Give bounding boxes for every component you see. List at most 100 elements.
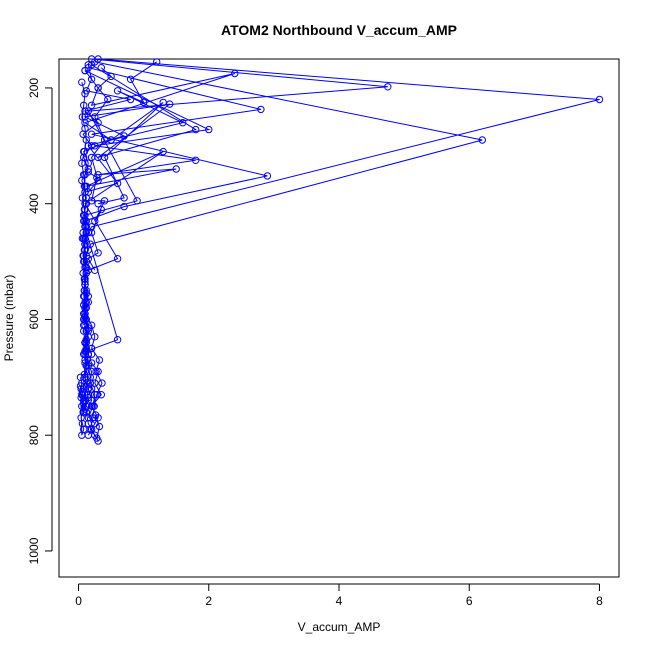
- data-point: [86, 425, 95, 434]
- data-point: [91, 333, 99, 341]
- y-tick-label: 1000: [27, 537, 41, 564]
- data-point: [97, 64, 106, 72]
- data-point: [81, 240, 89, 248]
- data-point: [81, 278, 89, 286]
- data-point: [595, 95, 604, 104]
- data-point: [78, 78, 86, 86]
- data-point: [84, 385, 93, 393]
- data-point: [86, 240, 95, 248]
- data-point: [78, 159, 86, 167]
- data-point: [87, 197, 96, 205]
- y-tick-label: 200: [27, 78, 41, 98]
- data-point: [120, 194, 128, 202]
- data-point: [91, 217, 99, 225]
- data-point: [80, 350, 88, 358]
- data-point: [95, 422, 104, 431]
- data-point: [159, 147, 167, 156]
- data-point: [91, 266, 99, 274]
- data-point: [92, 367, 100, 376]
- data-point: [80, 205, 89, 214]
- data-point: [113, 336, 122, 344]
- data-point: [90, 402, 98, 410]
- data-point: [78, 431, 86, 439]
- data-point: [81, 373, 89, 381]
- data-point: [87, 101, 96, 110]
- data-point: [113, 255, 122, 263]
- data-point: [86, 373, 95, 381]
- data-point: [93, 391, 101, 399]
- data-point: [107, 72, 115, 81]
- plot-frame: [58, 58, 620, 578]
- data-point: [87, 402, 96, 410]
- data-point: [87, 153, 96, 162]
- data-point: [87, 75, 96, 84]
- data-point: [81, 182, 89, 191]
- series-line-12: [83, 342, 102, 436]
- data-point: [153, 58, 161, 66]
- data-point: [81, 405, 89, 413]
- data-point: [80, 101, 88, 110]
- data-point: [84, 350, 93, 358]
- data-point: [87, 61, 96, 69]
- x-tick-label: 4: [336, 594, 343, 608]
- data-point: [107, 136, 115, 144]
- data-point: [81, 113, 89, 121]
- y-axis: 200 400 600 800 1000: [27, 78, 53, 564]
- series-line-8: [81, 82, 87, 245]
- data-point: [82, 136, 91, 144]
- data-point: [80, 147, 89, 156]
- data-point: [84, 107, 93, 115]
- y-tick-label: 600: [27, 309, 41, 329]
- series-line-15: [89, 348, 103, 440]
- data-point: [81, 315, 89, 324]
- data-point: [80, 292, 88, 300]
- data-point: [192, 125, 200, 134]
- series-line-9: [87, 67, 112, 193]
- data-point: [91, 379, 99, 387]
- data-point: [82, 304, 91, 312]
- data-point: [126, 75, 135, 84]
- data-point: [100, 153, 109, 162]
- data-point: [87, 344, 96, 353]
- data-point: [93, 173, 101, 182]
- x-tick-label: 2: [205, 594, 212, 608]
- y-tick-label: 400: [27, 193, 41, 213]
- data-point: [79, 228, 87, 237]
- data-point: [179, 119, 187, 127]
- data-point: [104, 95, 112, 104]
- series-layer: [76, 55, 604, 445]
- data-point: [100, 197, 109, 205]
- data-point: [87, 359, 96, 367]
- data-point: [113, 179, 122, 188]
- data-point: [95, 356, 104, 364]
- data-point: [87, 130, 96, 138]
- data-point: [140, 98, 148, 107]
- data-point: [205, 125, 213, 134]
- data-point: [93, 434, 101, 442]
- data-point: [263, 172, 272, 180]
- data-point: [81, 66, 89, 75]
- data-point: [84, 327, 93, 335]
- series-line-14: [87, 171, 106, 271]
- data-point: [81, 90, 89, 98]
- data-point: [91, 113, 99, 121]
- data-point: [257, 105, 265, 114]
- data-point: [120, 202, 128, 211]
- data-point: [82, 217, 91, 225]
- data-point: [384, 83, 392, 91]
- chart-title: ATOM2 Northbound V_accum_AMP: [221, 22, 457, 38]
- x-axis-label: V_accum_AMP: [298, 620, 381, 634]
- data-point: [84, 255, 93, 263]
- data-point: [113, 87, 122, 95]
- data-point: [94, 249, 102, 257]
- data-point: [81, 338, 89, 347]
- data-point: [78, 194, 87, 202]
- data-point: [159, 98, 167, 107]
- data-point: [91, 411, 100, 419]
- data-point: [94, 84, 102, 92]
- data-point: [98, 379, 106, 387]
- data-point: [84, 188, 93, 196]
- data-point: [166, 100, 174, 108]
